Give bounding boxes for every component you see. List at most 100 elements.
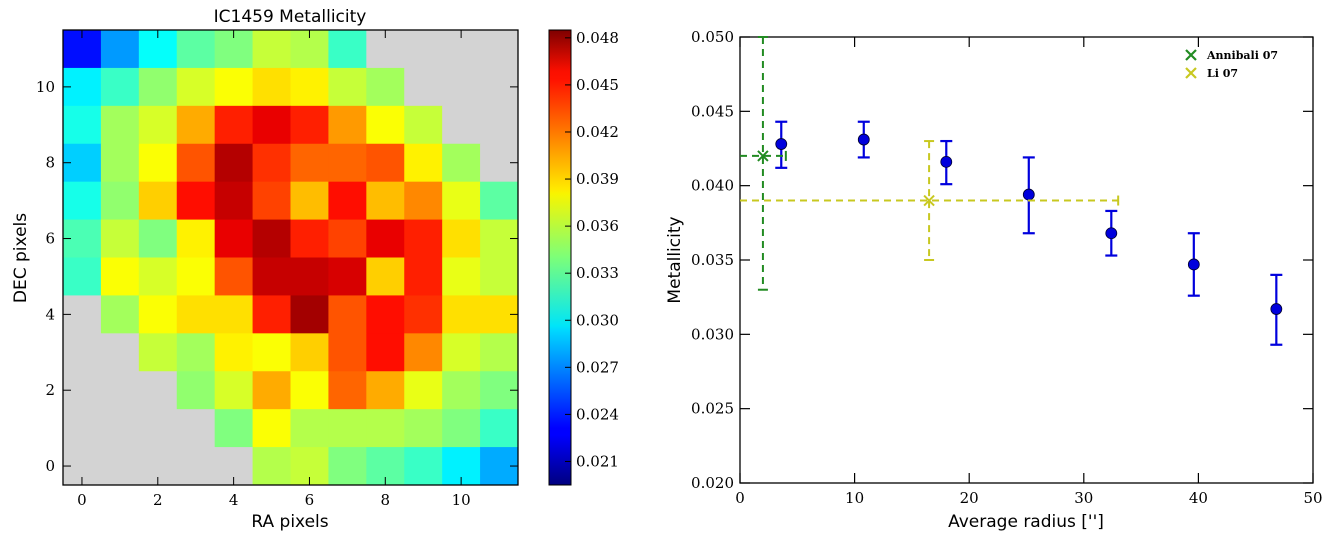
scatter-xtick-label: 40 — [1189, 489, 1208, 507]
colorbar-tick-label: 0.042 — [576, 123, 619, 141]
heatmap-xtick-label: 4 — [229, 491, 239, 509]
heatmap-cell — [253, 371, 291, 409]
heatmap-cell — [177, 295, 215, 333]
heatmap-cell — [177, 409, 215, 447]
heatmap-cell — [215, 182, 253, 220]
heatmap-cell — [139, 295, 177, 333]
heatmap-cell — [442, 295, 480, 333]
heatmap-cell — [291, 220, 329, 258]
heatmap-cell — [366, 295, 404, 333]
heatmap-ytick-label: 8 — [45, 154, 55, 172]
heatmap-cell — [328, 371, 366, 409]
colorbar-tick-label: 0.027 — [576, 358, 619, 376]
heatmap-panel: IC1459 Metallicity 0 2 4 6 8 10 0 2 4 6 8 10 RA pix… — [11, 7, 518, 532]
heatmap-cell — [63, 409, 101, 447]
heatmap-cell — [404, 144, 442, 182]
heatmap-xtick-label: 6 — [305, 491, 315, 509]
heatmap-cell — [442, 409, 480, 447]
legend-label: Li 07 — [1207, 67, 1238, 80]
heatmap-cell — [328, 447, 366, 485]
data-point — [858, 134, 869, 145]
heatmap-cell — [253, 68, 291, 106]
heatmap-cell — [101, 68, 139, 106]
heatmap-cell — [328, 68, 366, 106]
colorbar-tick-label: 0.036 — [576, 217, 619, 235]
data-point — [1188, 259, 1199, 270]
heatmap-cell — [139, 144, 177, 182]
heatmap-xtick-label: 8 — [381, 491, 391, 509]
heatmap-cell — [480, 106, 518, 144]
heatmap-cell — [291, 333, 329, 371]
heatmap-ytick-label: 6 — [45, 230, 55, 248]
heatmap-cell — [101, 182, 139, 220]
heatmap-cell — [291, 106, 329, 144]
heatmap-cell — [291, 371, 329, 409]
colorbar-tick-label: 0.048 — [576, 29, 619, 47]
heatmap-cell — [291, 409, 329, 447]
heatmap-cell — [291, 68, 329, 106]
heatmap-cell — [139, 333, 177, 371]
colorbar: 0.0210.0240.0270.0300.0330.0360.0390.042… — [549, 29, 619, 485]
heatmap-cell — [328, 106, 366, 144]
scatter-xtick-label: 20 — [960, 489, 979, 507]
heatmap-cell — [404, 220, 442, 258]
heatmap-xlabel: RA pixels — [251, 512, 328, 532]
legend-marker — [1186, 50, 1196, 60]
heatmap-cell — [253, 106, 291, 144]
colorbar-tick-label: 0.021 — [576, 452, 619, 470]
heatmap-cell — [177, 30, 215, 68]
heatmap-cell — [139, 68, 177, 106]
heatmap-cell — [215, 371, 253, 409]
heatmap-cell — [480, 409, 518, 447]
colorbar-tick-label: 0.030 — [576, 311, 619, 329]
heatmap-cell — [442, 258, 480, 296]
heatmap-cell — [442, 182, 480, 220]
heatmap-cell — [253, 447, 291, 485]
heatmap-cell — [366, 68, 404, 106]
heatmap-cell — [63, 333, 101, 371]
heatmap-cell — [101, 220, 139, 258]
scatter-ytick-label: 0.040 — [691, 177, 734, 195]
heatmap-cell — [328, 333, 366, 371]
heatmap-cell — [101, 258, 139, 296]
heatmap-cell — [328, 258, 366, 296]
scatter-xlabel: Average radius [''] — [948, 512, 1104, 532]
scatter-xtick-label: 0 — [735, 489, 745, 507]
colorbar-tick-label: 0.024 — [576, 405, 619, 423]
heatmap-cell — [139, 371, 177, 409]
heatmap-cell — [253, 220, 291, 258]
heatmap-cell — [442, 106, 480, 144]
colorbar-tick-label: 0.045 — [576, 76, 619, 94]
heatmap-cell — [101, 409, 139, 447]
heatmap-ytick-label: 4 — [45, 305, 55, 323]
heatmap-cell — [253, 30, 291, 68]
scatter-ytick-label: 0.030 — [691, 325, 734, 343]
data-point — [776, 139, 787, 150]
scatter-ytick-label: 0.035 — [691, 251, 734, 269]
scatter-xtick-label: 10 — [845, 489, 864, 507]
data-point — [1106, 228, 1117, 239]
legend-label: Annibali 07 — [1206, 49, 1278, 62]
heatmap-cell — [139, 258, 177, 296]
heatmap-cell — [366, 144, 404, 182]
heatmap-cell — [139, 106, 177, 144]
scatter-ylabel: Metallicity — [665, 216, 685, 303]
heatmap-cell — [215, 68, 253, 106]
heatmap-cell — [291, 258, 329, 296]
heatmap-xtick-label: 0 — [77, 491, 87, 509]
heatmap-cell — [291, 144, 329, 182]
heatmap-ytick-label: 2 — [45, 381, 55, 399]
heatmap-cell — [366, 220, 404, 258]
scatter-ytick-label: 0.020 — [691, 474, 734, 492]
scatter-ytick-label: 0.050 — [691, 28, 734, 46]
heatmap-cell — [215, 144, 253, 182]
heatmap-cell — [177, 220, 215, 258]
heatmap-cell — [404, 371, 442, 409]
scatter-ticks: 0 10 20 30 40 500.0200.0250.0300.0350.0400.04… — [691, 28, 1323, 507]
heatmap-cell — [253, 409, 291, 447]
colorbar-gradient — [549, 30, 571, 485]
heatmap-cell — [404, 258, 442, 296]
heatmap-cell — [328, 409, 366, 447]
heatmap-cell — [366, 371, 404, 409]
